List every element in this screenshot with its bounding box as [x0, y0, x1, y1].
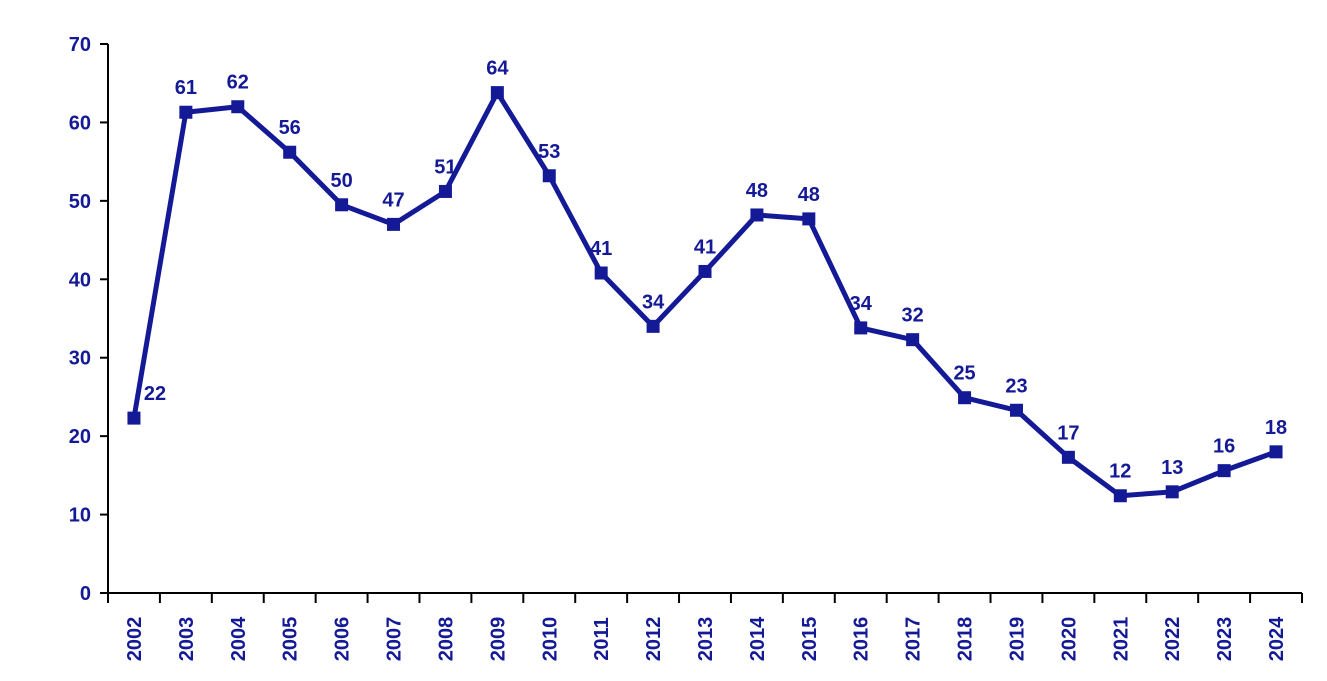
x-tick-label: 2008: [435, 617, 457, 662]
x-tick-label: 2022: [1162, 617, 1184, 662]
y-tick-label: 70: [69, 34, 91, 56]
data-label: 53: [538, 141, 560, 163]
y-tick-label: 60: [69, 112, 91, 134]
data-marker: [698, 264, 712, 278]
y-tick-label: 50: [69, 191, 91, 213]
data-label: 16: [1213, 436, 1235, 458]
data-marker: [958, 391, 972, 405]
data-marker: [1061, 450, 1075, 464]
data-label: 34: [850, 293, 873, 315]
data-labels: 22 61 62 56 50 47 51 64 53 41 34 41 48 48 34 32 25 23 17 12…: [144, 58, 1287, 483]
data-label: 64: [486, 58, 509, 80]
x-tick-label: 2012: [643, 617, 665, 662]
data-label: 23: [1005, 375, 1027, 397]
data-series: [127, 86, 1283, 503]
data-marker: [283, 145, 297, 159]
x-tick-label: 2024: [1266, 616, 1288, 661]
y-tick-label: 0: [80, 583, 91, 605]
data-marker: [542, 169, 556, 183]
x-tick-label: 2019: [1006, 617, 1028, 662]
data-label: 32: [902, 305, 924, 327]
x-tick-label: 2021: [1110, 617, 1132, 662]
data-label: 47: [382, 189, 404, 211]
data-marker: [594, 266, 608, 280]
x-tick-label: 2005: [280, 617, 302, 662]
x-tick-label: 2009: [487, 617, 509, 662]
y-tick-label: 10: [69, 505, 91, 527]
data-marker: [906, 333, 920, 347]
data-label: 12: [1109, 461, 1131, 483]
data-label: 41: [694, 236, 716, 258]
y-tick-label: 30: [69, 348, 91, 370]
x-tick-label: 2003: [176, 617, 198, 662]
data-marker: [335, 198, 349, 212]
data-label: 18: [1265, 417, 1287, 439]
data-marker: [490, 86, 504, 100]
data-marker: [1269, 445, 1283, 459]
data-marker: [179, 105, 193, 119]
data-label: 25: [953, 363, 975, 385]
data-label: 17: [1057, 422, 1079, 444]
x-tick-label: 2006: [332, 617, 354, 662]
x-tick-label: 2002: [124, 617, 146, 662]
data-label: 41: [590, 238, 612, 260]
data-marker: [231, 100, 245, 114]
data-label: 61: [175, 77, 197, 99]
data-marker: [1217, 464, 1231, 478]
data-marker: [646, 319, 660, 333]
axes: 0 10 20 30 40 50 60 70 2002 2003 2004 2005 2006 2007 2…: [69, 34, 1303, 662]
y-tick-label: 20: [69, 426, 91, 448]
data-label: 50: [330, 170, 352, 192]
data-marker: [1009, 403, 1023, 417]
data-marker: [802, 212, 816, 226]
x-tick-label: 2020: [1058, 617, 1080, 662]
x-tick-label: 2015: [799, 617, 821, 662]
data-marker: [127, 411, 141, 425]
data-label: 51: [434, 156, 456, 178]
x-tick-label: 2010: [539, 617, 561, 662]
x-tick-label: 2023: [1214, 617, 1236, 662]
x-tick-label: 2011: [591, 617, 613, 660]
data-marker: [854, 321, 868, 335]
data-label: 48: [746, 180, 768, 202]
data-label: 62: [227, 72, 249, 94]
data-label: 56: [279, 117, 301, 139]
data-marker: [1165, 485, 1179, 499]
x-tick-label: 2007: [384, 617, 406, 662]
data-marker: [750, 208, 764, 222]
x-tick-label: 2014: [747, 616, 769, 661]
data-label: 34: [642, 291, 665, 313]
x-tick-label: 2004: [228, 616, 250, 661]
data-label: 48: [798, 184, 820, 206]
data-label: 22: [144, 383, 166, 405]
data-line: [131, 90, 1279, 499]
y-tick-label: 40: [69, 269, 91, 291]
data-marker: [387, 217, 401, 231]
x-tick-label: 2017: [903, 617, 925, 662]
data-label: 13: [1161, 457, 1183, 479]
data-marker: [438, 184, 452, 198]
x-tick-label: 2016: [851, 617, 873, 662]
data-marker: [1113, 489, 1127, 503]
x-tick-label: 2013: [695, 617, 717, 662]
x-tick-label: 2018: [955, 617, 977, 662]
